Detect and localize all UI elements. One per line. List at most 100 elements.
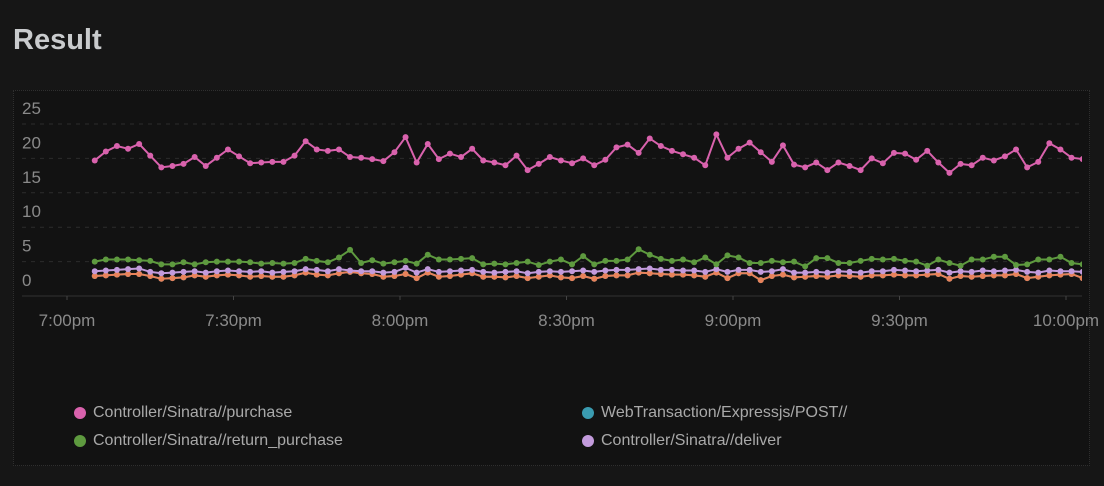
- data-point[interactable]: [324, 272, 331, 279]
- data-point[interactable]: [480, 261, 487, 268]
- data-point[interactable]: [435, 256, 442, 263]
- data-point[interactable]: [868, 272, 875, 279]
- data-point[interactable]: [857, 273, 864, 280]
- data-point[interactable]: [868, 155, 875, 162]
- data-point[interactable]: [491, 269, 498, 276]
- data-point[interactable]: [513, 273, 520, 280]
- data-point[interactable]: [602, 273, 609, 280]
- data-point[interactable]: [1068, 154, 1075, 161]
- data-point[interactable]: [624, 266, 631, 273]
- data-point[interactable]: [224, 258, 231, 265]
- data-point[interactable]: [435, 156, 442, 163]
- legend-item-purchase[interactable]: Controller/Sinatra//purchase: [74, 404, 292, 422]
- data-point[interactable]: [879, 160, 886, 167]
- data-point[interactable]: [147, 152, 154, 159]
- data-point[interactable]: [358, 259, 365, 266]
- data-point[interactable]: [646, 270, 653, 277]
- data-point[interactable]: [158, 164, 165, 171]
- data-point[interactable]: [491, 159, 498, 166]
- data-point[interactable]: [1079, 156, 1086, 163]
- data-point[interactable]: [158, 270, 165, 277]
- data-point[interactable]: [147, 273, 154, 280]
- data-point[interactable]: [524, 270, 531, 277]
- data-point[interactable]: [1024, 275, 1031, 282]
- data-point[interactable]: [557, 274, 564, 281]
- data-point[interactable]: [391, 149, 398, 156]
- data-point[interactable]: [746, 139, 753, 146]
- data-point[interactable]: [480, 157, 487, 164]
- data-point[interactable]: [313, 257, 320, 264]
- data-point[interactable]: [957, 262, 964, 269]
- data-point[interactable]: [446, 150, 453, 157]
- data-point[interactable]: [335, 270, 342, 277]
- data-point[interactable]: [380, 273, 387, 280]
- data-point[interactable]: [446, 273, 453, 280]
- data-point[interactable]: [824, 269, 831, 276]
- data-point[interactable]: [391, 259, 398, 266]
- data-point[interactable]: [424, 266, 431, 273]
- data-point[interactable]: [535, 160, 542, 167]
- data-point[interactable]: [957, 160, 964, 167]
- data-point[interactable]: [768, 257, 775, 264]
- data-point[interactable]: [1013, 262, 1020, 269]
- data-point[interactable]: [402, 264, 409, 271]
- data-point[interactable]: [224, 146, 231, 153]
- data-point[interactable]: [557, 268, 564, 275]
- data-point[interactable]: [946, 259, 953, 266]
- data-point[interactable]: [802, 164, 809, 171]
- data-point[interactable]: [169, 269, 176, 276]
- data-point[interactable]: [236, 268, 243, 275]
- data-point[interactable]: [213, 154, 220, 161]
- data-point[interactable]: [668, 257, 675, 264]
- data-point[interactable]: [735, 266, 742, 273]
- data-point[interactable]: [1046, 256, 1053, 263]
- data-point[interactable]: [1057, 253, 1064, 260]
- data-point[interactable]: [779, 259, 786, 266]
- data-point[interactable]: [913, 156, 920, 163]
- data-point[interactable]: [1035, 256, 1042, 263]
- data-point[interactable]: [258, 159, 265, 166]
- data-point[interactable]: [269, 158, 276, 165]
- data-point[interactable]: [691, 272, 698, 279]
- data-point[interactable]: [835, 159, 842, 166]
- data-point[interactable]: [535, 268, 542, 275]
- data-point[interactable]: [102, 267, 109, 274]
- data-point[interactable]: [180, 160, 187, 167]
- data-point[interactable]: [902, 272, 909, 279]
- data-point[interactable]: [125, 266, 132, 273]
- data-point[interactable]: [258, 260, 265, 267]
- data-point[interactable]: [968, 268, 975, 275]
- data-point[interactable]: [247, 273, 254, 280]
- data-point[interactable]: [435, 268, 442, 275]
- data-point[interactable]: [358, 268, 365, 275]
- data-point[interactable]: [1057, 146, 1064, 153]
- data-point[interactable]: [102, 256, 109, 263]
- data-point[interactable]: [935, 256, 942, 263]
- data-point[interactable]: [1013, 270, 1020, 277]
- data-point[interactable]: [169, 275, 176, 282]
- data-point[interactable]: [91, 273, 98, 280]
- data-point[interactable]: [757, 277, 764, 284]
- data-point[interactable]: [968, 273, 975, 280]
- data-point[interactable]: [213, 268, 220, 275]
- data-point[interactable]: [846, 268, 853, 275]
- data-point[interactable]: [236, 153, 243, 160]
- data-point[interactable]: [624, 256, 631, 263]
- data-point[interactable]: [691, 267, 698, 274]
- data-point[interactable]: [968, 162, 975, 169]
- data-point[interactable]: [280, 273, 287, 280]
- data-point[interactable]: [158, 275, 165, 282]
- data-point[interactable]: [802, 269, 809, 276]
- data-point[interactable]: [746, 266, 753, 273]
- data-point[interactable]: [635, 149, 642, 156]
- data-point[interactable]: [191, 154, 198, 161]
- data-point[interactable]: [136, 270, 143, 277]
- data-point[interactable]: [591, 275, 598, 282]
- data-point[interactable]: [824, 273, 831, 280]
- data-point[interactable]: [380, 260, 387, 267]
- data-point[interactable]: [269, 273, 276, 280]
- data-point[interactable]: [125, 270, 132, 277]
- data-point[interactable]: [147, 268, 154, 275]
- data-point[interactable]: [946, 269, 953, 276]
- data-point[interactable]: [768, 273, 775, 280]
